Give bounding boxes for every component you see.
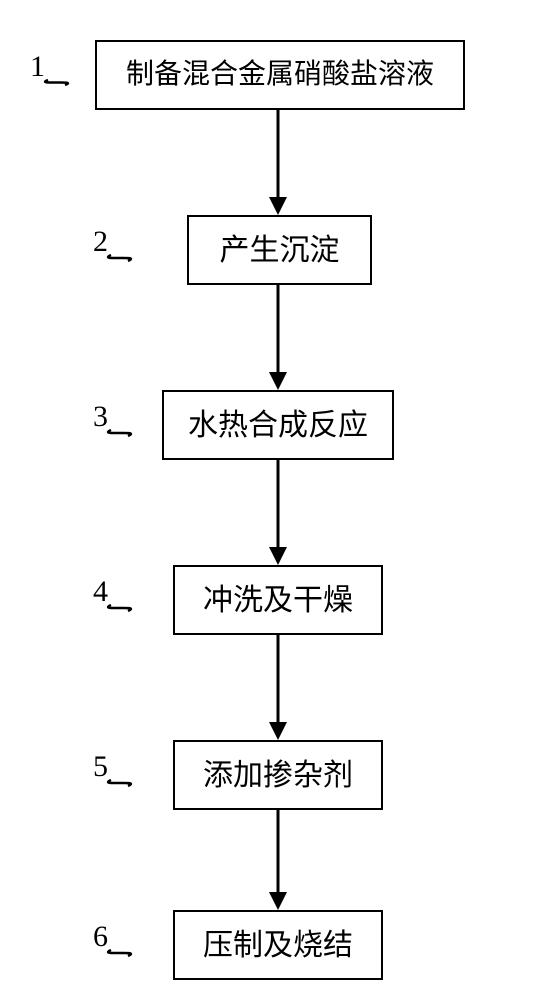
flow-node-n1: 制备混合金属硝酸盐溶液: [95, 40, 465, 110]
flow-arrow: [263, 810, 293, 910]
flow-node-n2: 产生沉淀: [187, 215, 372, 285]
flow-arrow: [263, 460, 293, 565]
flow-node-label: 冲洗及干燥: [203, 584, 353, 617]
flow-node-n3: 水热合成反应: [162, 390, 394, 460]
flow-node-number: 4: [93, 575, 108, 609]
flow-node-label: 压制及烧结: [203, 929, 353, 962]
flow-node-number: 6: [93, 920, 108, 954]
flow-node-label: 制备混合金属硝酸盐溶液: [126, 60, 434, 91]
flow-arrow: [263, 110, 293, 215]
flow-node-label: 添加掺杂剂: [203, 759, 353, 792]
flow-node-n5: 添加掺杂剂: [173, 740, 383, 810]
flow-arrow: [263, 635, 293, 740]
flow-node-number: 1: [30, 50, 45, 84]
flow-node-n6: 压制及烧结: [173, 910, 383, 980]
flow-node-number: 2: [93, 225, 108, 259]
flowchart-canvas: 制备混合金属硝酸盐溶液 1 产生沉淀 2 水热合成反应 3 冲洗及干燥 4 添加掺杂剂 5 压制及烧…: [0, 0, 537, 1000]
flow-node-label: 水热合成反应: [188, 409, 368, 442]
flow-node-number: 5: [93, 750, 108, 784]
flow-node-number: 3: [93, 400, 108, 434]
flow-node-n4: 冲洗及干燥: [173, 565, 383, 635]
flow-node-label: 产生沉淀: [220, 234, 340, 267]
flow-arrow: [263, 285, 293, 390]
